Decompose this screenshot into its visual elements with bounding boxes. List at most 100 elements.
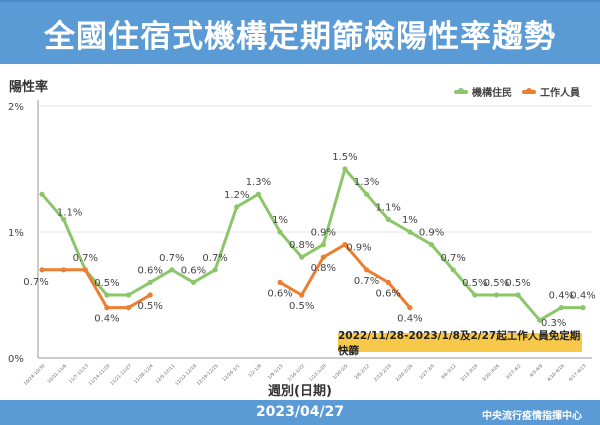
data-point [364, 191, 370, 197]
footer-date: 2023/04/27 [255, 404, 345, 420]
data-label: 0.5% [137, 301, 162, 312]
legend-item-residents: 機構住民 [454, 84, 512, 99]
data-point [320, 254, 326, 260]
data-point [450, 267, 456, 273]
x-tick-label: 1/30-2/5 [332, 363, 350, 381]
data-point [385, 279, 391, 285]
series-line-staff [42, 268, 151, 310]
data-point [277, 279, 283, 285]
x-tick-label: 4/3-4/9 [529, 363, 545, 379]
data-label: 0.4% [570, 291, 595, 302]
data-label: 1.5% [332, 152, 357, 163]
data-point [61, 267, 67, 273]
data-point [147, 292, 153, 298]
legend-item-staff: 工作人員 [522, 84, 580, 99]
data-point [472, 292, 478, 298]
data-label: 0.3% [541, 318, 566, 329]
x-tick-label: 3/6-3/12 [440, 363, 458, 381]
data-point [364, 267, 370, 273]
data-label: 1.2% [224, 190, 249, 201]
data-label: 0.9% [346, 243, 371, 254]
x-tick-label: 1/2-1/8 [247, 363, 263, 379]
data-point [407, 229, 413, 235]
data-point [299, 254, 305, 260]
x-axis-label: 週別(日期) [268, 384, 332, 399]
data-label: 0.7% [440, 253, 465, 264]
data-point [212, 267, 218, 273]
data-label: 1.1% [376, 202, 401, 213]
data-label: 0.7% [159, 253, 184, 264]
data-point [537, 317, 543, 323]
data-point [299, 292, 305, 298]
data-point [342, 166, 348, 172]
footer-org: 中央流行疫情指揮中心 [482, 411, 582, 422]
data-point [190, 279, 197, 285]
data-label: 0.6% [267, 288, 292, 299]
data-label: 0.6% [137, 265, 162, 276]
data-point [407, 305, 413, 311]
page-title: 全國住宿式機構定期篩檢陽性率趨勢 [44, 18, 556, 55]
data-point [515, 292, 521, 298]
data-label: 0.5% [289, 301, 314, 312]
data-point [428, 242, 435, 248]
data-point [39, 191, 45, 197]
x-tick-label: 3/27-4/2 [505, 363, 523, 381]
legend-swatch-residents [454, 87, 468, 94]
footer-banner: 2023/04/27 中央流行疫情指揮中心 [0, 400, 600, 425]
legend-label: 工作人員 [540, 88, 580, 99]
x-tick-label: 1/9-1/15 [267, 363, 285, 381]
data-label: 0.5% [462, 278, 487, 289]
data-label: 0.7% [73, 253, 98, 264]
data-label: 0.9% [311, 228, 336, 239]
data-label: 1.1% [57, 207, 82, 218]
data-label: 1% [272, 215, 288, 226]
data-point [342, 242, 348, 248]
data-label: 0.5% [484, 278, 509, 289]
data-label: 0.4% [549, 291, 574, 302]
data-label: 0.7% [23, 277, 48, 288]
data-label: 1.3% [354, 177, 379, 188]
data-point [255, 191, 261, 197]
y-tick-label: 2% [8, 102, 24, 113]
data-label: 0.6% [181, 265, 206, 276]
data-label: 0.8% [311, 263, 336, 274]
data-label: 0.5% [505, 278, 530, 289]
annotation-note: 2022/11/28-2023/1/8及2/27起工作人員免定期快篩 [338, 329, 582, 357]
data-point [104, 305, 110, 311]
data-point [277, 229, 283, 235]
data-label: 0.4% [397, 314, 422, 325]
data-label: 1% [402, 215, 418, 226]
legend-label: 機構住民 [472, 88, 512, 99]
data-label: 0.7% [202, 253, 227, 264]
data-point [558, 305, 564, 311]
y-axis-label: 陽性率 [9, 80, 49, 95]
data-point [169, 267, 175, 273]
legend: 機構住民 工作人員 [454, 84, 580, 99]
x-tick-label: 2/27-3/5 [418, 363, 436, 381]
data-label: 0.5% [94, 278, 119, 289]
data-point [147, 279, 153, 285]
data-label: 1.3% [246, 177, 271, 188]
data-label: 0.4% [94, 314, 119, 325]
data-label: 0.8% [289, 240, 314, 251]
data-point [234, 204, 240, 210]
data-point [493, 292, 500, 298]
data-point [580, 305, 586, 311]
y-tick-label: 0% [8, 354, 24, 365]
data-point [320, 242, 326, 248]
line-chart: 0%1%2%10/24-10/30 10/31-11/6 11/7-11/1311/… [8, 100, 596, 387]
data-point [125, 292, 132, 298]
data-point [104, 292, 110, 298]
data-label: 0.6% [376, 288, 401, 299]
data-point [125, 305, 132, 311]
data-point [61, 216, 67, 222]
legend-swatch-staff [522, 87, 536, 94]
data-label: 0.9% [419, 228, 444, 239]
y-tick-label: 1% [8, 228, 24, 239]
data-label: 0.7% [354, 276, 379, 287]
data-point [39, 267, 45, 273]
series-line-residents [40, 167, 583, 322]
x-tick-label: 2/6-2/12 [353, 363, 371, 381]
data-point [82, 267, 88, 273]
data-point [385, 216, 391, 222]
